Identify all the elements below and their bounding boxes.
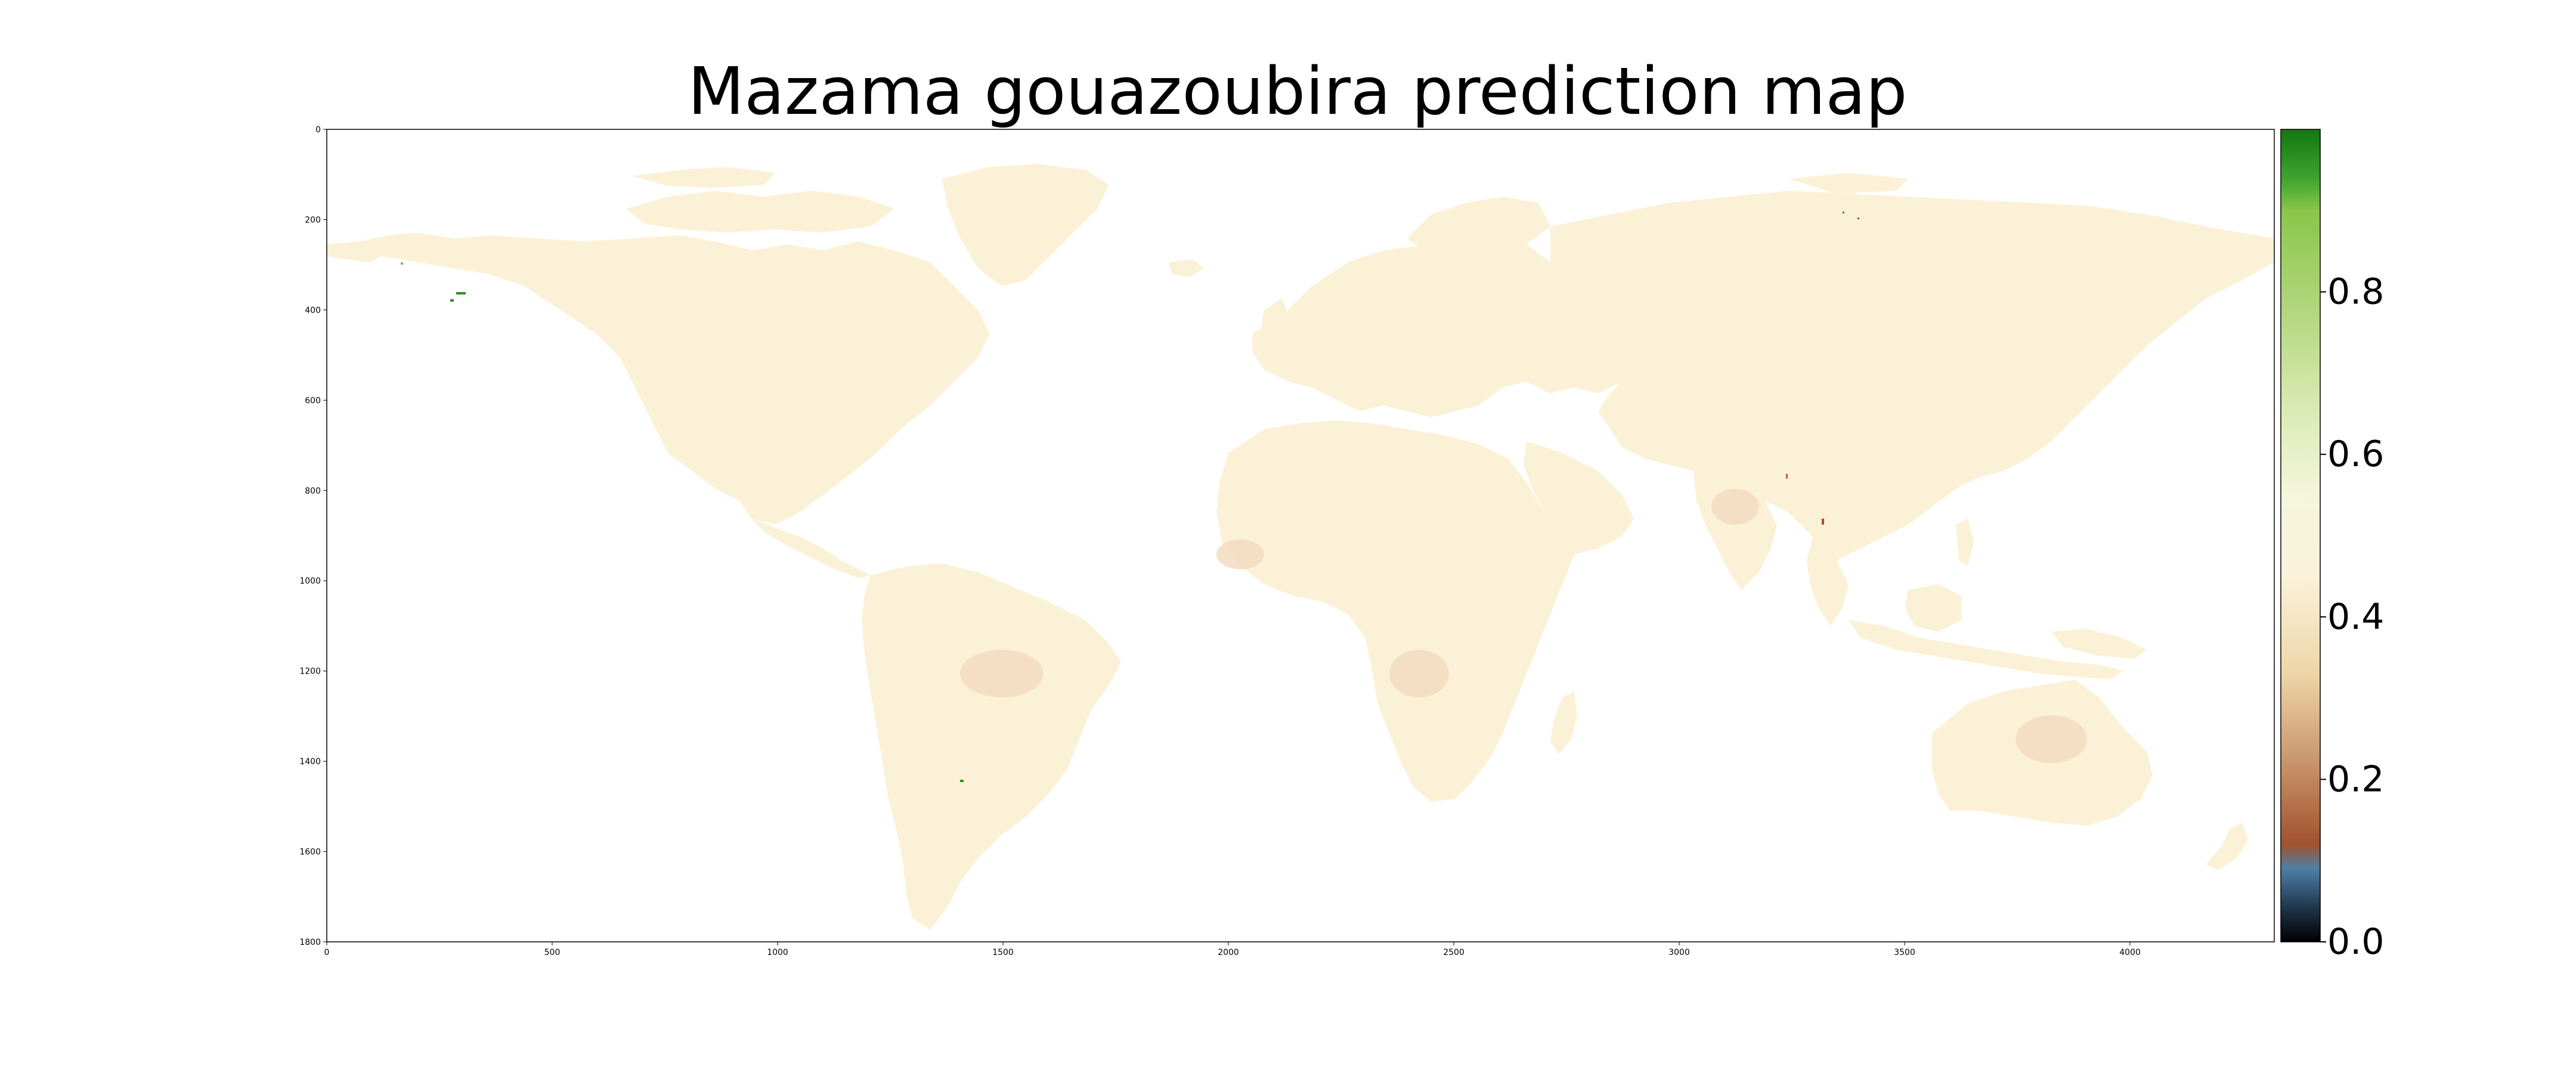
y-tick-label: 1000 [299, 576, 321, 586]
x-tick-label: 1000 [767, 948, 788, 957]
y-tick-label: 1600 [299, 848, 321, 857]
x-tick-label: 2500 [1443, 948, 1465, 957]
landmass-asia [1550, 191, 2274, 560]
landmass-north-america [327, 232, 990, 525]
landmass-siberia-north [1789, 173, 1908, 194]
landmass-africa [1216, 420, 1574, 802]
hotspot-alaska-3 [401, 262, 403, 265]
colorbar-tick-label: 0.8 [2327, 271, 2384, 313]
landmasses [327, 164, 2274, 930]
landmass-central-america [751, 519, 871, 578]
landmass-scandinavia [1407, 197, 1550, 262]
hotspot-siberia [1857, 218, 1859, 219]
map-frame [326, 129, 2275, 942]
x-tick-label: 4000 [2119, 948, 2141, 957]
landmass-new-guinea [2051, 629, 2147, 659]
y-tick-label: 1400 [299, 757, 321, 767]
x-tick-label: 500 [544, 948, 561, 957]
hotspot-myanmar [1822, 519, 1824, 525]
x-axis-ticks: 0 500 1000 1500 2000 2500 3000 3500 4000 [324, 942, 2141, 957]
x-tick-label: 3500 [1894, 948, 1915, 957]
x-tick-label: 1500 [992, 948, 1014, 957]
low-region-brazil [960, 650, 1044, 697]
hotspots [401, 212, 1859, 782]
low-region-west-africa [1216, 539, 1264, 569]
colorbar-tick-label: 0.2 [2327, 758, 2384, 800]
landmass-europe [1252, 238, 1622, 417]
landmass-philippines [1956, 519, 1974, 566]
low-region-congo [1389, 650, 1449, 697]
landmass-alaska-west [327, 244, 382, 262]
colorbar-bar [2280, 129, 2321, 942]
colorbar-tick-label: 0.0 [2327, 921, 2384, 963]
landmass-iceland [1169, 259, 1205, 277]
colorbar-ticks: 0.0 0.2 0.4 0.6 0.8 [2320, 271, 2384, 963]
landmass-madagascar [1550, 691, 1577, 754]
hotspot-argentina [960, 780, 964, 782]
y-tick-label: 800 [305, 486, 321, 496]
low-region-india [1711, 489, 1759, 525]
y-tick-label: 200 [305, 215, 321, 225]
landmass-south-america [862, 563, 1121, 930]
y-tick-label: 0 [315, 125, 321, 135]
page-title: Mazama gouazoubira prediction map [688, 53, 1908, 129]
low-region-australia [2015, 715, 2087, 763]
landmass-new-zealand [2206, 823, 2248, 870]
landmass-indonesia [1849, 620, 2123, 680]
colorbar-tick-label: 0.6 [2327, 433, 2384, 475]
hotspot-alaska-1 [456, 292, 466, 294]
landmass-borneo [1905, 584, 1962, 632]
map-area [326, 129, 2275, 942]
landmass-arctic-north [632, 167, 775, 188]
landmass-southeast-asia [1807, 536, 1849, 626]
colorbar: 0.0 0.2 0.4 0.6 0.8 [2280, 129, 2384, 963]
landmass-arctic-islands [626, 191, 894, 232]
hotspot-siberia-2 [1843, 212, 1844, 213]
colorbar-tick-label: 0.4 [2327, 596, 2384, 638]
landmass-greenland [942, 164, 1109, 286]
y-tick-label: 1800 [299, 938, 321, 947]
y-tick-label: 400 [305, 306, 321, 315]
x-tick-label: 2000 [1218, 948, 1239, 957]
x-tick-label: 3000 [1668, 948, 1690, 957]
landmass-uk [1261, 298, 1291, 346]
low-value-regions [960, 489, 2087, 763]
landmass-japan [2039, 370, 2075, 441]
y-axis-ticks: 0 200 400 600 800 1000 1200 1400 1600 1800 [299, 125, 327, 947]
hotspot-himalaya [1786, 474, 1788, 479]
y-tick-label: 1200 [299, 667, 321, 677]
hotspot-alaska-2 [450, 299, 454, 302]
y-tick-label: 600 [305, 396, 321, 405]
x-tick-label: 0 [324, 948, 330, 957]
